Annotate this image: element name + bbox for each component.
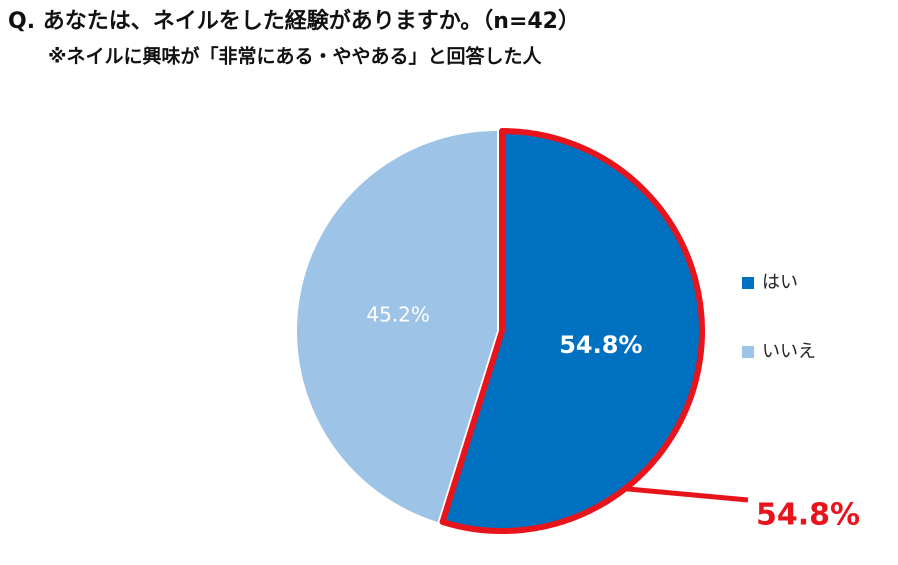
legend-label: はい [762,272,798,293]
slice-label: 45.2% [366,302,430,326]
callout-line [624,486,749,503]
legend-label: いいえ [762,341,816,362]
slice-label: 54.8% [559,331,642,359]
legend-swatch [742,277,754,289]
pie-slice [439,128,705,534]
pie-slice [297,131,497,522]
callout-label: 54.8% [756,498,860,533]
chart-title: Q. あなたは、ネイルをした経験がありますか。（n=42） [8,8,580,34]
chart-subtitle: ※ネイルに興味が「非常にある・ややある」と回答した人 [48,45,542,68]
legend-swatch [742,346,754,358]
